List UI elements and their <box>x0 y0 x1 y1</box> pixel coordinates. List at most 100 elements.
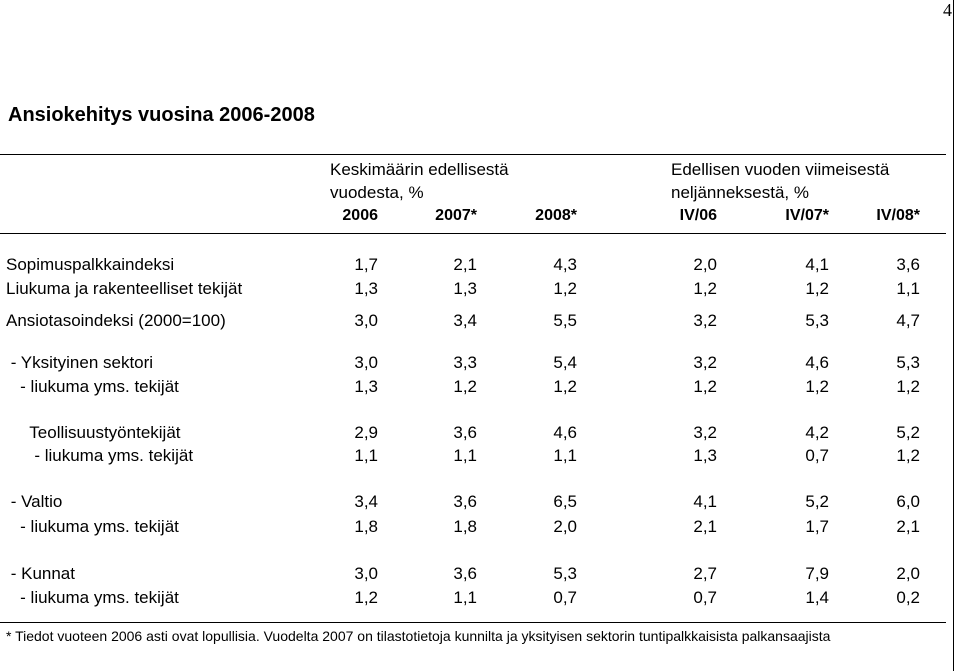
table-row: Sopimuspalkkaindeksi 1,7 2,1 4,3 2,0 4,1 3,6 <box>0 255 946 278</box>
table-cell: 1,3 <box>453 279 477 298</box>
table-cell: 2,7 <box>693 564 717 583</box>
table-cell: 1,8 <box>354 517 378 536</box>
table-cell: 3,6 <box>453 423 477 442</box>
row-label: - Kunnat <box>6 564 75 583</box>
column-header-iv07: IV/07* <box>785 207 829 224</box>
table-cell: 1,2 <box>553 279 577 298</box>
table-row: - liukuma yms. tekijät 1,3 1,2 1,2 1,2 1,2 1,2 <box>0 377 946 400</box>
table-cell: 3,0 <box>354 311 378 330</box>
table-cell: 3,0 <box>354 564 378 583</box>
table-cell: 1,1 <box>896 279 920 298</box>
row-label: - Yksityinen sektori <box>6 353 154 372</box>
table-cell: 1,2 <box>553 377 577 396</box>
table-cell: 3,0 <box>354 353 378 372</box>
table-cell: 2,9 <box>354 423 378 442</box>
header-top-rule <box>0 154 946 155</box>
group-header-line: Keskimäärin edellisestä <box>330 160 509 179</box>
column-header-iv08: IV/08* <box>876 207 920 224</box>
table-cell: 2,0 <box>896 564 920 583</box>
row-label: - liukuma yms. tekijät <box>6 517 179 536</box>
column-header-2008: 2008* <box>535 207 577 224</box>
table-cell: 0,7 <box>553 588 577 607</box>
table-cell: 1,3 <box>693 446 717 465</box>
table-row: Teollisuustyöntekijät 2,9 3,6 4,6 3,2 4,2 5,2 <box>0 423 946 446</box>
table-cell: 1,2 <box>453 377 477 396</box>
table-cell: 1,3 <box>354 279 378 298</box>
table-cell: 3,6 <box>896 255 920 274</box>
table-cell: 3,6 <box>453 492 477 511</box>
table-row: - Yksityinen sektori 3,0 3,3 5,4 3,2 4,6 5,3 <box>0 353 946 376</box>
table-cell: 4,2 <box>805 423 829 442</box>
table-bottom-rule <box>0 622 946 623</box>
header-bottom-rule <box>0 233 946 234</box>
table-cell: 7,9 <box>805 564 829 583</box>
table-cell: 6,5 <box>553 492 577 511</box>
table-cell: 1,2 <box>805 279 829 298</box>
table-cell: 4,3 <box>553 255 577 274</box>
table-row: Ansiotasoindeksi (2000=100) 3,0 3,4 5,5 3,2 5… <box>0 311 946 334</box>
table-cell: 3,2 <box>693 353 717 372</box>
row-label: Liukuma ja rakenteelliset tekijät <box>6 279 243 298</box>
table-cell: 0,2 <box>896 588 920 607</box>
column-header-2007: 2007* <box>435 207 477 224</box>
table-cell: 3,2 <box>693 423 717 442</box>
table-cell: 1,2 <box>896 377 920 396</box>
table-cell: 1,1 <box>453 588 477 607</box>
table-cell: 4,7 <box>896 311 920 330</box>
table-cell: 0,7 <box>805 446 829 465</box>
group-header-line: neljänneksestä, % <box>671 183 809 202</box>
table-cell: 0,7 <box>693 588 717 607</box>
table-row: - liukuma yms. tekijät 1,2 1,1 0,7 0,7 1,4 0,2 <box>0 588 946 611</box>
table-row: - Valtio 3,4 3,6 6,5 4,1 5,2 6,0 <box>0 492 946 515</box>
table-cell: 5,2 <box>805 492 829 511</box>
footnote: * Tiedot vuoteen 2006 asti ovat lopullis… <box>6 628 831 644</box>
row-label: Ansiotasoindeksi (2000=100) <box>6 311 226 330</box>
column-header-iv06: IV/06 <box>679 207 717 224</box>
table-cell: 5,2 <box>896 423 920 442</box>
table-row: - liukuma yms. tekijät 1,1 1,1 1,1 1,3 0,7 1,2 <box>0 446 946 469</box>
table-cell: 2,1 <box>693 517 717 536</box>
table-cell: 1,3 <box>354 377 378 396</box>
table-cell: 3,4 <box>453 311 477 330</box>
table-title: Ansiokehitys vuosina 2006-2008 <box>8 104 315 126</box>
table-cell: 1,2 <box>693 279 717 298</box>
table-cell: 2,1 <box>453 255 477 274</box>
table-cell: 3,3 <box>453 353 477 372</box>
table-cell: 2,0 <box>553 517 577 536</box>
table-cell: 1,2 <box>693 377 717 396</box>
row-label: - liukuma yms. tekijät <box>6 446 194 465</box>
table-cell: 6,0 <box>896 492 920 511</box>
row-label: Sopimuspalkkaindeksi <box>6 255 175 274</box>
table-row: Liukuma ja rakenteelliset tekijät 1,3 1,3 1… <box>0 279 946 302</box>
group-header-quarterly: Edellisen vuoden viimeisestä neljännekse… <box>671 158 889 204</box>
row-label: Teollisuustyöntekijät <box>6 423 181 442</box>
table-cell: 5,3 <box>553 564 577 583</box>
table-cell: 1,1 <box>354 446 378 465</box>
table-cell: 1,1 <box>453 446 477 465</box>
table-cell: 1,1 <box>553 446 577 465</box>
table-cell: 3,6 <box>453 564 477 583</box>
table-cell: 4,1 <box>805 255 829 274</box>
table-cell: 2,0 <box>693 255 717 274</box>
row-label: - liukuma yms. tekijät <box>6 377 179 396</box>
table-cell: 5,3 <box>805 311 829 330</box>
table-cell: 5,3 <box>896 353 920 372</box>
right-border-line <box>953 0 954 671</box>
table-cell: 1,2 <box>805 377 829 396</box>
table-cell: 2,1 <box>896 517 920 536</box>
table-cell: 3,4 <box>354 492 378 511</box>
table-cell: 4,6 <box>805 353 829 372</box>
table-cell: 1,2 <box>354 588 378 607</box>
table-cell: 1,4 <box>805 588 829 607</box>
table-cell: 5,4 <box>553 353 577 372</box>
table-cell: 1,7 <box>354 255 378 274</box>
column-header-2006: 2006 <box>342 207 378 224</box>
table-row: - liukuma yms. tekijät 1,8 1,8 2,0 2,1 1,7 2,1 <box>0 517 946 540</box>
row-label: - liukuma yms. tekijät <box>6 588 179 607</box>
table-cell: 4,6 <box>553 423 577 442</box>
row-label: - Valtio <box>6 492 63 511</box>
table-row: - Kunnat 3,0 3,6 5,3 2,7 7,9 2,0 <box>0 564 946 587</box>
table-cell: 4,1 <box>693 492 717 511</box>
table-cell: 1,2 <box>896 446 920 465</box>
group-header-annual-average: Keskimäärin edellisestä vuodesta, % <box>330 158 509 204</box>
